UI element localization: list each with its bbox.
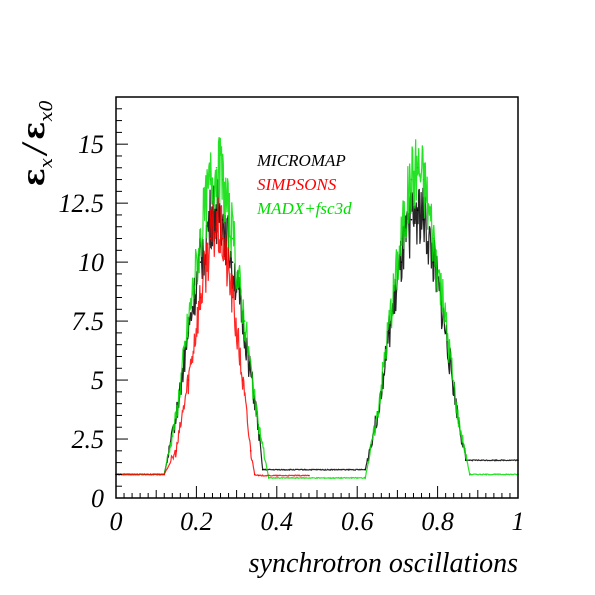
data-point xyxy=(308,475,310,477)
data-point xyxy=(268,477,270,479)
data-point xyxy=(417,209,419,211)
y-axis-title-separator: / xyxy=(17,141,52,157)
data-point xyxy=(262,469,264,471)
y-tick-label: 5 xyxy=(91,366,104,395)
data-point xyxy=(457,415,459,417)
x-tick-label: 0.8 xyxy=(421,507,454,536)
x-axis-title: synchrotron oscillations xyxy=(249,548,518,579)
data-point xyxy=(188,320,190,322)
y-axis-title-numerator-sub: x xyxy=(36,158,57,168)
y-tick-label: 0 xyxy=(91,484,104,513)
x-tick-label: 0.4 xyxy=(261,507,294,536)
data-point xyxy=(256,415,258,417)
data-point xyxy=(411,219,413,221)
data-point xyxy=(433,238,435,240)
y-tick-label: 10 xyxy=(78,248,104,277)
data-point xyxy=(258,475,260,477)
data-point xyxy=(216,167,218,169)
data-point xyxy=(445,320,447,322)
data-point xyxy=(210,238,212,240)
x-axis-tick-labels: 0 0.2 0.4 0.6 0.8 1 xyxy=(110,507,525,536)
data-point xyxy=(377,415,379,417)
data-point xyxy=(222,238,224,240)
y-tick-label: 15 xyxy=(78,130,104,159)
svg-text:εx/εx0: εx/εx0 xyxy=(17,100,57,186)
data-point xyxy=(389,320,391,322)
data-point xyxy=(232,297,234,299)
data-point xyxy=(445,332,447,334)
series-micromap xyxy=(115,179,519,475)
series-simpsons xyxy=(115,197,310,476)
data-point xyxy=(200,297,202,299)
data-point xyxy=(401,261,403,263)
data-point xyxy=(176,415,178,417)
legend: MICROMAP SIMPSONS MADX+fsc3d xyxy=(256,151,352,218)
x-tick-label: 0 xyxy=(110,507,123,536)
data-point xyxy=(242,379,244,381)
data-point xyxy=(200,238,202,240)
data-point xyxy=(364,469,366,471)
series-line xyxy=(116,179,518,475)
series-line xyxy=(116,197,308,476)
legend-entry-madx-fsc3d: MADX+fsc3d xyxy=(256,199,352,218)
data-point xyxy=(210,179,212,181)
data-point xyxy=(216,226,218,228)
y-axis-title-denominator: ε xyxy=(17,122,52,140)
data-point xyxy=(389,332,391,334)
data-point xyxy=(469,474,471,476)
legend-entry-micromap: MICROMAP xyxy=(256,151,346,170)
y-tick-label: 12.5 xyxy=(59,189,105,218)
y-axis-title-numerator: ε xyxy=(17,168,52,186)
y-axis-title: εx/εx0 xyxy=(17,100,57,186)
data-point xyxy=(411,179,413,181)
data-point xyxy=(163,474,165,476)
y-axis-title-denominator-sub: x0 xyxy=(36,100,57,122)
legend-entry-simpsons: SIMPSONS xyxy=(257,175,337,194)
data-point xyxy=(176,450,178,452)
data-point xyxy=(417,167,419,169)
data-point xyxy=(401,238,403,240)
data-point xyxy=(433,261,435,263)
y-tick-label: 7.5 xyxy=(72,307,105,336)
data-point xyxy=(232,238,234,240)
data-point xyxy=(222,179,224,181)
x-tick-label: 0.2 xyxy=(180,507,213,536)
y-axis-ticks xyxy=(116,97,128,498)
x-tick-label: 0.6 xyxy=(341,507,374,536)
data-point xyxy=(423,179,425,181)
y-tick-label: 2.5 xyxy=(72,425,105,454)
data-point xyxy=(254,474,256,476)
data-point xyxy=(232,261,234,263)
data-point xyxy=(423,219,425,221)
x-axis-ticks xyxy=(116,486,518,498)
data-point xyxy=(250,450,252,452)
data-point xyxy=(364,477,366,479)
data-point xyxy=(188,379,190,381)
data-point xyxy=(244,320,246,322)
y-axis-tick-labels: 0 2.5 5 7.5 10 12.5 15 xyxy=(59,130,105,513)
x-tick-label: 1 xyxy=(512,507,525,536)
